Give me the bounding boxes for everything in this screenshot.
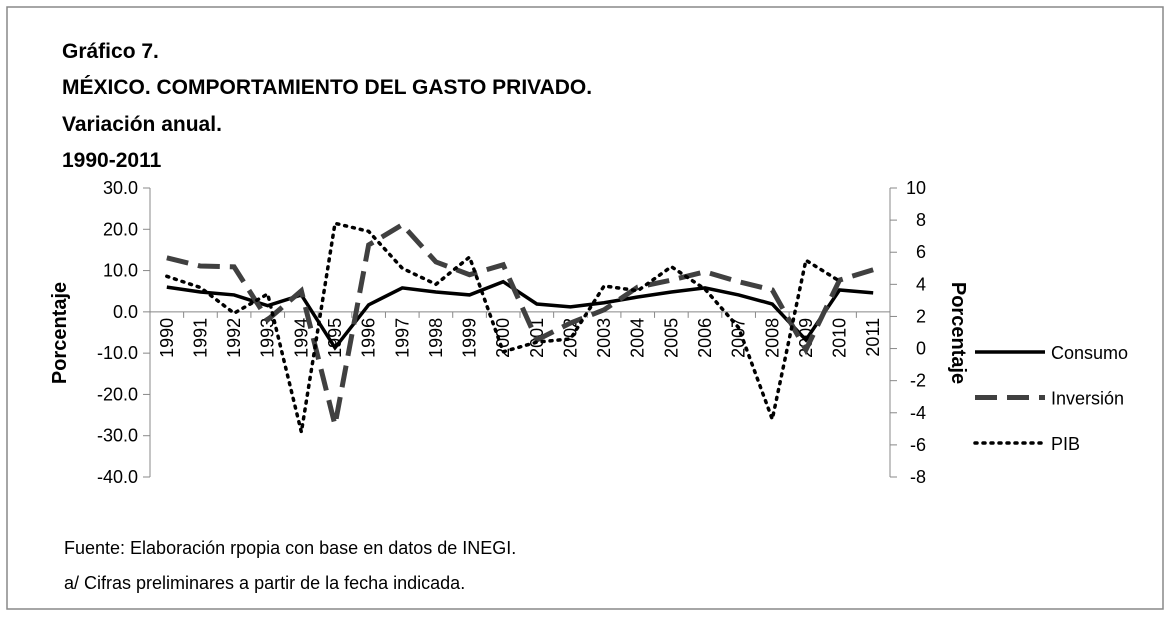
y-tick-label: 20.0 [103,219,138,239]
x-tick-label: 1995 [325,318,345,358]
y2-tick-label: 2 [916,306,926,326]
x-tick-label: 1996 [359,318,379,358]
subtitle: Variación anual. [62,113,222,136]
x-tick-label: 1994 [291,318,311,358]
legend-label: PIB [1051,434,1080,454]
y-axis-title: Porcentaje [49,282,71,384]
legend-label: Inversión [1051,389,1124,409]
note: a/ Cifras preliminares a partir de la fe… [64,573,465,593]
y2-tick-label: -4 [910,403,926,423]
x-tick-label: 1991 [190,318,210,358]
series-line [166,221,874,426]
x-tick-label: 1999 [460,318,480,358]
x-tick-label: 2000 [493,318,513,358]
y2-axis-title: Porcentaje [947,282,969,384]
subtitle: 1990-2011 [62,149,162,172]
x-tick-label: 1990 [157,318,177,358]
x-tick-label: 2010 [830,318,850,358]
x-tick-label: 1997 [392,318,412,358]
chart-title: Gráfico 7. [62,40,159,63]
x-tick-label: 2007 [729,318,749,358]
x-tick-label: 2005 [661,318,681,358]
x-tick-label: 2003 [594,318,614,358]
y-tick-label: -30.0 [97,426,138,446]
series-line [166,279,874,351]
x-tick-label: 2011 [863,318,883,357]
y2-tick-label: 4 [916,274,926,294]
y-tick-label: -10.0 [97,343,138,363]
x-tick-label: 1998 [426,318,446,358]
y-tick-label: -20.0 [97,384,138,404]
y2-tick-label: -6 [910,435,926,455]
y2-tick-label: 10 [906,178,926,198]
y2-tick-label: 6 [916,242,926,262]
y2-tick-label: -8 [910,467,926,487]
x-tick-label: 2008 [762,318,782,358]
x-tick-label: 2006 [695,318,715,358]
y-tick-label: 30.0 [103,178,138,198]
legend-label: Consumo [1051,343,1128,363]
subtitle: MÉXICO. COMPORTAMIENTO DEL GASTO PRIVADO… [62,76,592,99]
x-tick-label: 1993 [258,318,278,358]
y-tick-label: 10.0 [103,261,138,281]
x-tick-label: 2004 [628,318,648,358]
y2-tick-label: 8 [916,210,926,230]
series-line [165,221,842,433]
y-tick-label: 0.0 [113,302,138,322]
y2-tick-label: 0 [916,339,926,359]
y-tick-label: -40.0 [97,467,138,487]
frame [6,6,1164,610]
note: Fuente: Elaboración rpopia con base en d… [64,538,516,558]
x-tick-label: 1992 [224,318,244,358]
y2-tick-label: -2 [910,371,926,391]
